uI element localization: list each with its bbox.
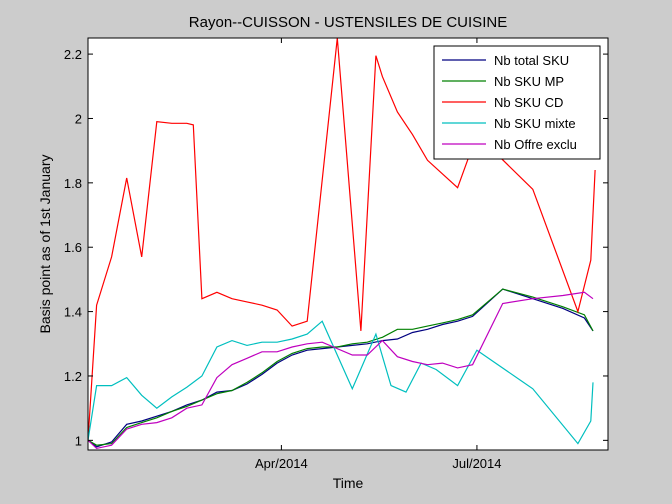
axis-ticks: 1 1.2 1.4 1.6 1.8 2 2.2 Apr/2014 Jul/2014 [64,38,608,471]
series-line-5 [88,291,594,450]
y-tick-label: 2.2 [64,47,82,62]
y-tick-label: 2 [75,111,82,126]
plot-frame [87,37,609,451]
y-axis-title: Basis point as of 1st January [37,155,53,334]
legend-label: Nb total SKU [494,53,569,68]
y-tick-label: 1 [75,433,82,448]
x-axis-title: Time [333,475,364,491]
series-line-2 [88,288,594,446]
y-tick-label: 1.6 [64,240,82,255]
legend-label: Nb SKU CD [494,95,563,110]
x-tick-label: Jul/2014 [452,456,501,471]
series-line-3 [88,38,596,441]
y-tick-label: 1.4 [64,305,82,320]
chart-title: Rayon--CUISSON - USTENSILES DE CUISINE [189,14,507,31]
legend: Nb total SKU Nb SKU MP Nb SKU CD Nb SKU mix… [433,45,601,160]
series-line-4 [88,320,594,445]
legend-label: Nb Offre exclu [494,137,577,152]
y-tick-label: 1.2 [64,369,82,384]
x-tick-label: Apr/2014 [255,456,308,471]
legend-label: Nb SKU mixte [494,116,576,131]
legend-label: Nb SKU MP [494,74,564,89]
y-tick-label: 1.8 [64,176,82,191]
series-line-1 [88,288,594,448]
series-lines [88,38,596,450]
